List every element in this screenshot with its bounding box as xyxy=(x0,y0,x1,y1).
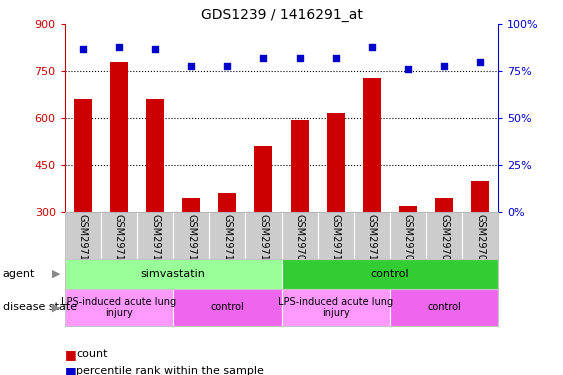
Point xyxy=(367,44,376,50)
Text: GSM29711: GSM29711 xyxy=(367,214,377,267)
Point xyxy=(295,55,304,61)
Point xyxy=(150,46,159,52)
Text: GSM29706: GSM29706 xyxy=(403,214,413,267)
Point xyxy=(187,63,196,69)
Bar xyxy=(254,146,272,212)
Bar xyxy=(74,99,92,212)
Bar xyxy=(282,289,390,326)
Point xyxy=(223,63,232,69)
Text: GSM29713: GSM29713 xyxy=(222,214,233,267)
Text: GSM29714: GSM29714 xyxy=(258,214,269,267)
Bar xyxy=(218,193,236,212)
Text: GSM29709: GSM29709 xyxy=(294,214,305,267)
Text: GSM29717: GSM29717 xyxy=(150,214,160,267)
Text: ▶: ▶ xyxy=(52,269,61,279)
Point xyxy=(259,55,268,61)
Text: percentile rank within the sample: percentile rank within the sample xyxy=(76,366,264,375)
Text: GSM29712: GSM29712 xyxy=(186,214,196,267)
Bar xyxy=(173,289,282,326)
Text: control: control xyxy=(370,269,409,279)
Point xyxy=(404,66,413,72)
Bar xyxy=(182,198,200,212)
Bar xyxy=(390,289,498,326)
Bar xyxy=(327,113,345,212)
Text: count: count xyxy=(76,350,108,359)
Text: control: control xyxy=(211,303,244,312)
Bar xyxy=(146,99,164,212)
Bar xyxy=(65,259,282,289)
Text: GSM29707: GSM29707 xyxy=(439,214,449,267)
Text: control: control xyxy=(427,303,461,312)
Point xyxy=(440,63,449,69)
Point xyxy=(331,55,340,61)
Text: ▶: ▶ xyxy=(52,303,61,312)
Point xyxy=(78,46,87,52)
Bar xyxy=(110,62,128,212)
Text: GSM29708: GSM29708 xyxy=(475,214,485,267)
Text: disease state: disease state xyxy=(3,303,77,312)
Bar xyxy=(399,206,417,212)
Point xyxy=(114,44,123,50)
Text: ■: ■ xyxy=(65,365,77,375)
Point xyxy=(476,59,485,65)
Text: LPS-induced acute lung
injury: LPS-induced acute lung injury xyxy=(61,297,176,318)
Title: GDS1239 / 1416291_at: GDS1239 / 1416291_at xyxy=(200,8,363,22)
Bar xyxy=(282,259,498,289)
Bar xyxy=(65,289,173,326)
Text: agent: agent xyxy=(3,269,35,279)
Bar xyxy=(435,198,453,212)
Text: GSM29716: GSM29716 xyxy=(114,214,124,267)
Text: ■: ■ xyxy=(65,348,77,361)
Bar xyxy=(291,120,309,212)
Text: simvastatin: simvastatin xyxy=(141,269,205,279)
Text: GSM29715: GSM29715 xyxy=(78,214,88,267)
Bar xyxy=(363,78,381,212)
Text: GSM29710: GSM29710 xyxy=(330,214,341,267)
Text: LPS-induced acute lung
injury: LPS-induced acute lung injury xyxy=(278,297,393,318)
Bar xyxy=(471,181,489,212)
